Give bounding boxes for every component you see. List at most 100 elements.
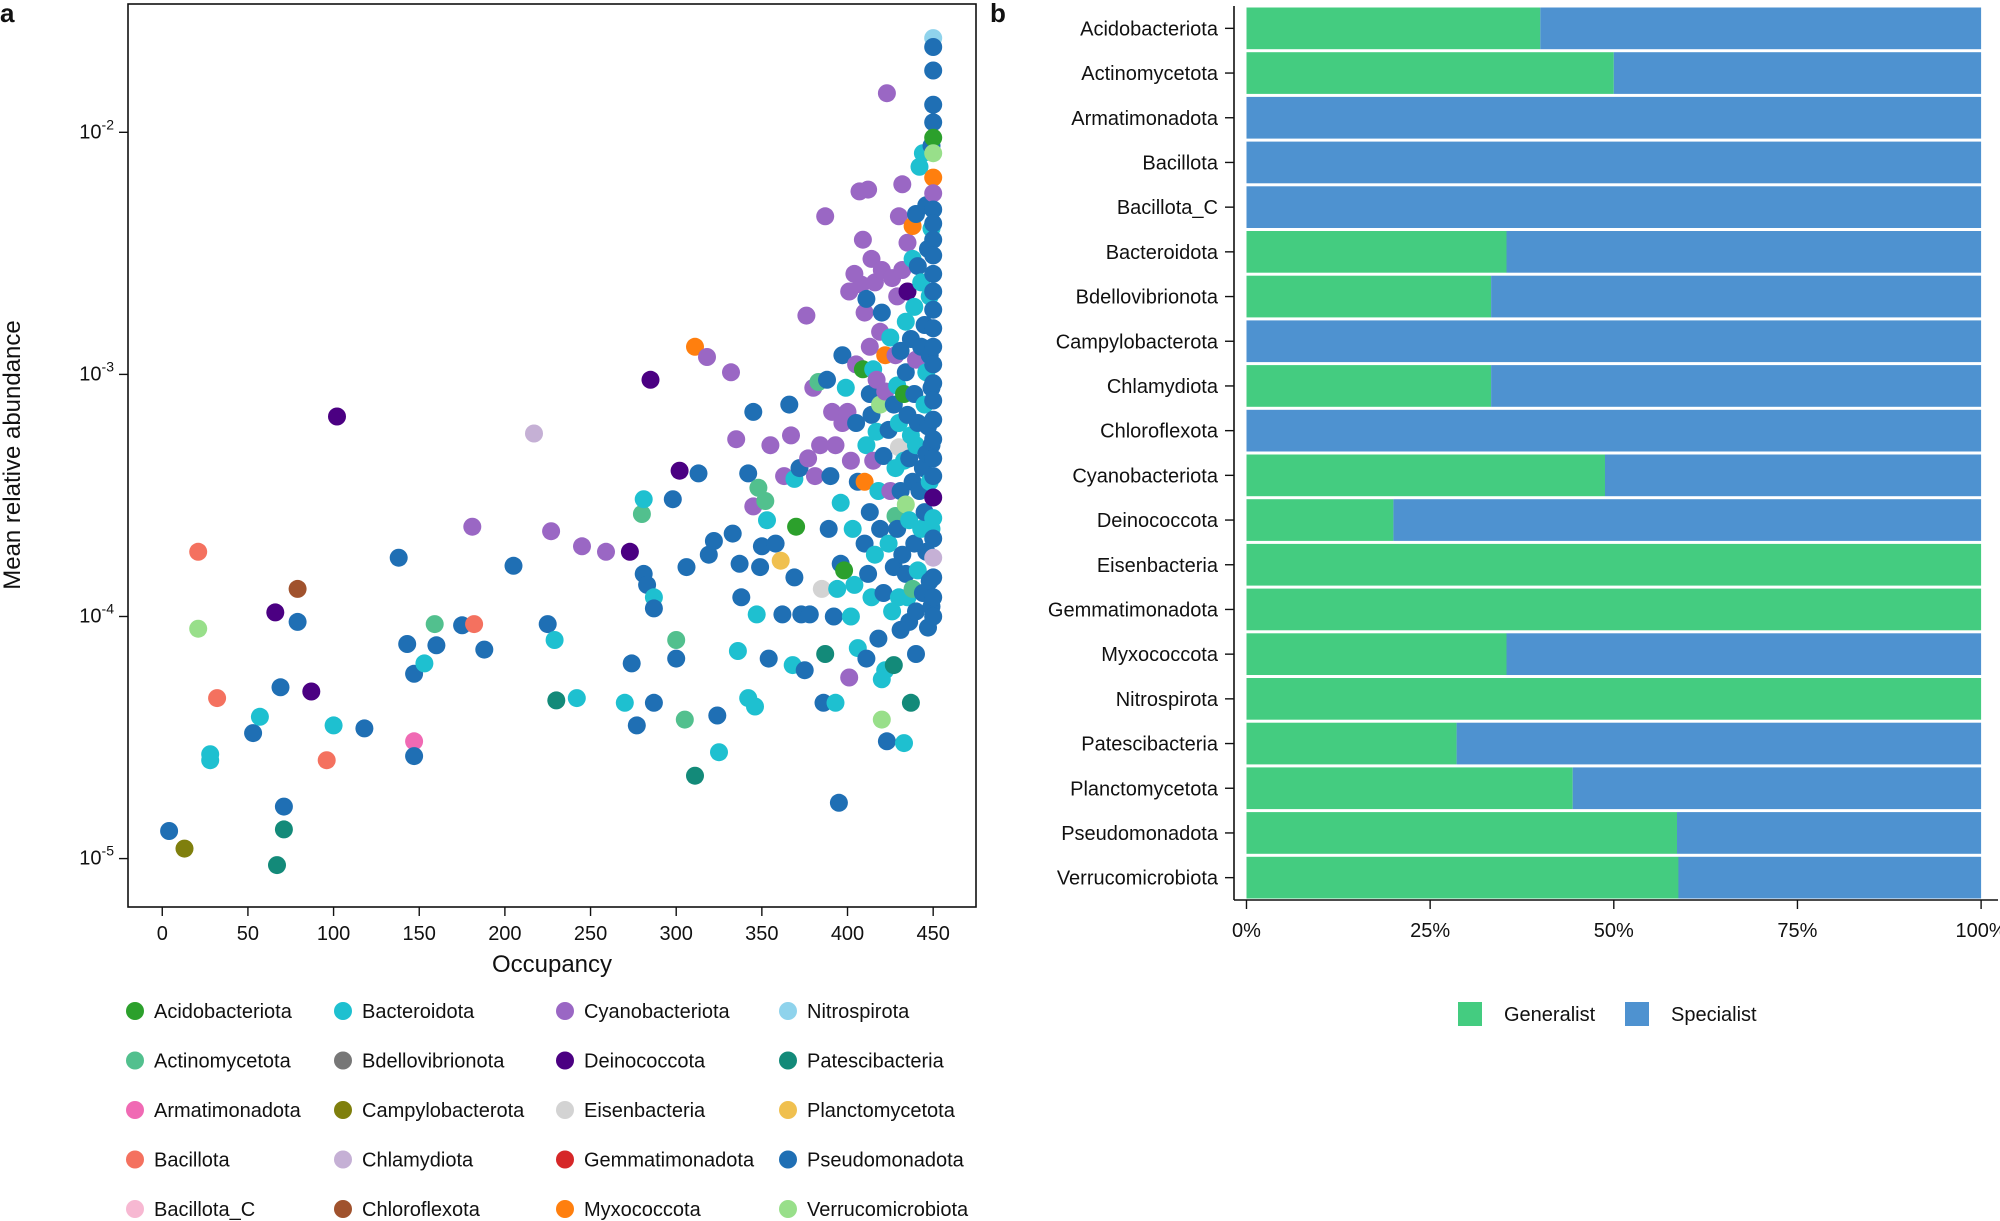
scatter-point [728,642,747,660]
scatter-point [859,180,878,199]
bar-segment-specialist [1246,409,1982,452]
x-tick-label: 50 [237,923,259,945]
scatter-point [881,328,900,347]
scatter-point [816,645,835,663]
scatter-point [747,605,766,624]
scatter-point [831,493,850,512]
scatter-point [746,697,764,716]
scatter-point [615,693,634,712]
scatter-point [806,467,824,486]
legend-label: Chlamydiota [362,1150,474,1172]
legend-label: Patescibacteria [807,1051,945,1073]
scatter-point [840,668,859,687]
scatter-point [924,282,943,301]
scatter-point [924,264,943,283]
x-tick-label: 75% [1777,920,1817,942]
bar-category-label: Verrucomicrobiota [1057,868,1219,890]
scatter-point [644,599,663,618]
scatter-point [739,464,758,483]
legend-swatch [126,1101,144,1119]
legend-swatch [779,1101,797,1119]
scatter-point [818,370,836,389]
scatter-point [835,561,854,580]
bar-segment-generalist [1246,231,1507,273]
scatter-point [266,603,285,622]
scatter-point [504,556,523,575]
legend-label: Planctomycetota [807,1100,956,1122]
bar-segment-specialist [1491,275,1982,318]
scatter-point [877,732,896,751]
legend-label: Gemmatimonadota [584,1150,755,1172]
scatter-point [787,517,806,536]
scatter-point [773,605,792,624]
bar-category-label: Pseudomonadota [1061,823,1219,845]
scatter-point [782,426,800,445]
legend-swatch [556,1101,574,1119]
scatter-point [924,430,943,449]
x-tick-label: 350 [745,923,778,945]
scatter-point [545,631,564,649]
scatter-point [924,374,943,393]
scatter-point [865,545,884,564]
scatter-point [896,363,915,382]
legend-swatch [334,1200,352,1218]
x-tick-label: 0 [157,923,168,945]
scatter-point [542,522,561,541]
bar-axes: Acidobacteriota Actinomycetota Armatimonad… [1048,6,2000,942]
scatter-point [175,839,194,858]
bar-segment-specialist [1456,722,1982,765]
scatter-point [644,693,663,712]
scatter-point [872,303,891,322]
y-tick-base: 10 [79,848,101,870]
legend-label: Acidobacteriota [154,1001,293,1023]
scatter-point [317,751,336,770]
legend-swatch [126,1051,144,1070]
scatter-point [189,619,208,638]
bar-category-label: Planctomycetota [1070,778,1219,800]
scatter-point [924,184,943,203]
bar-segment-generalist [1246,767,1573,810]
legend-label: Bacillota_C [154,1199,255,1221]
scatter-point [853,230,872,249]
legend-swatch [556,1150,574,1169]
panel-a-label: a [0,0,15,28]
scatter-point [201,751,220,770]
bar-segment-generalist [1246,856,1679,899]
legend-label: Actinomycetota [154,1051,292,1073]
scatter-point [924,230,943,249]
bar-segment-generalist [1246,678,1982,720]
scatter-points [160,29,943,875]
scatter-point [819,519,838,538]
legend-label: Campylobacterota [362,1100,525,1122]
bar-segment-specialist [1246,141,1982,184]
scatter-point [924,391,943,410]
scatter-point [907,645,925,663]
scatter-point [924,509,943,528]
x-tick-label: 250 [574,923,607,945]
scatter-point [896,312,915,331]
bar-category-label: Deinococcota [1097,510,1219,532]
scatter-point [821,467,840,486]
bar-category-label: Bacillota_C [1117,197,1218,219]
scatter-point [632,505,651,523]
scatter-point [622,654,641,673]
bar-category-label: Bdellovibrionota [1076,287,1219,309]
scatter-point [924,588,943,607]
scatter-point [924,410,943,429]
bar-segment-specialist [1506,633,1982,675]
scatter-point [797,306,816,325]
bar-segment-specialist [1491,365,1982,407]
scatter-point [766,534,785,553]
scatter-point [761,436,780,455]
bar-segment-specialist [1678,856,1982,899]
legend-swatch [556,1200,574,1218]
scatter-point [710,743,728,762]
scatter-point [722,363,740,382]
scatter-point [795,661,814,680]
scatter-point [836,378,855,397]
bar-segment-generalist [1246,633,1507,675]
legend-label: Generalist [1504,1004,1596,1026]
bar-segment-specialist [1540,7,1982,50]
scatter-point [686,337,704,356]
legend-label: Deinococcota [584,1051,706,1073]
